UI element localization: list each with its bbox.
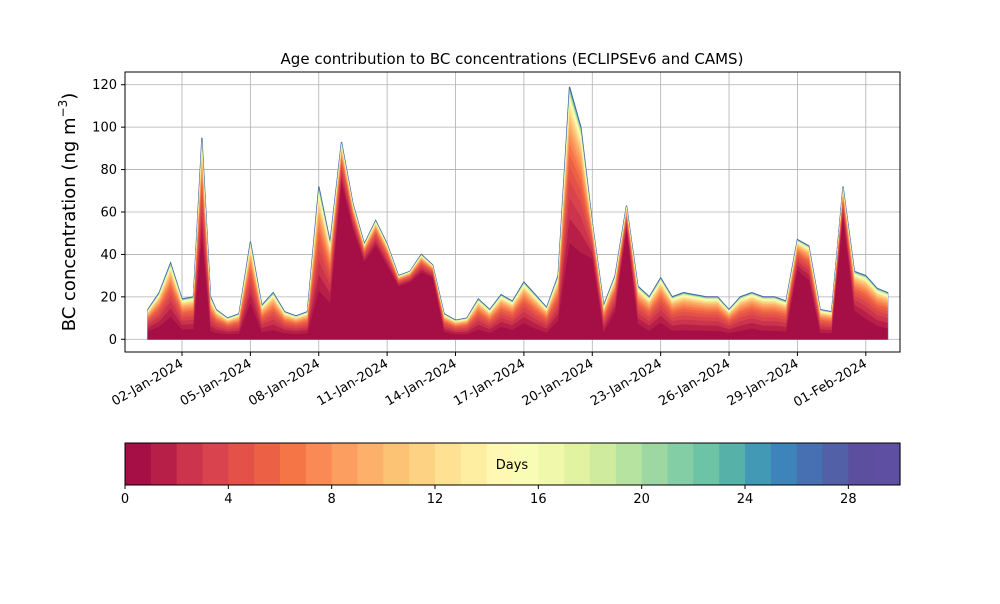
colorbar-tick-label: 28: [840, 492, 857, 507]
x-tick-label: 20-Jan-2024: [520, 356, 597, 409]
colorbar-segment: [693, 443, 719, 485]
colorbar-segment: [874, 443, 900, 485]
y-axis-label: BC concentration (ng m−3): [56, 93, 80, 332]
y-axis: 0 20 40 60 80 100 120: [92, 78, 125, 348]
colorbar-segment: [797, 443, 823, 485]
x-tick-label: 11-Jan-2024: [315, 356, 392, 409]
x-tick-label: 02-Jan-2024: [109, 356, 186, 409]
y-tick-label: 20: [100, 290, 117, 305]
colorbar-segment: [151, 443, 177, 485]
colorbar-segment: [280, 443, 306, 485]
y-tick-label: 100: [92, 121, 117, 136]
colorbar-segment: [254, 443, 280, 485]
colorbar-tick-label: 16: [530, 492, 547, 507]
colorbar-segment: [771, 443, 797, 485]
x-tick-label: 01-Feb-2024: [791, 356, 870, 410]
colorbar-tick-label: 24: [737, 492, 754, 507]
colorbar-segment: [435, 443, 461, 485]
colorbar-segment: [383, 443, 409, 485]
y-tick-label: 0: [109, 333, 117, 348]
y-axis-label-close: ): [59, 93, 80, 100]
colorbar: 0 4 8 12 16 20 24 28: [121, 443, 901, 507]
colorbar-tick-label: 8: [328, 492, 336, 507]
x-tick-label: 17-Jan-2024: [451, 356, 528, 409]
colorbar-segment: [306, 443, 332, 485]
colorbar-segment: [668, 443, 694, 485]
colorbar-tick-label: 12: [427, 492, 444, 507]
y-axis-label-superscript: −3: [56, 100, 70, 118]
colorbar-segment: [745, 443, 771, 485]
x-tick-label: 23-Jan-2024: [588, 356, 665, 409]
colorbar-segment: [848, 443, 874, 485]
colorbar-segment: [409, 443, 435, 485]
colorbar-segment: [332, 443, 358, 485]
y-tick-label: 120: [92, 78, 117, 93]
colorbar-segment: [564, 443, 590, 485]
x-tick-label: 08-Jan-2024: [246, 356, 323, 409]
colorbar-tick-label: 20: [633, 492, 650, 507]
y-tick-label: 80: [100, 163, 117, 178]
x-tick-label: 05-Jan-2024: [178, 356, 255, 409]
stacked-area-plot: [148, 87, 888, 339]
y-axis-label-text: BC concentration (ng m: [59, 117, 80, 331]
colorbar-segment: [642, 443, 668, 485]
y-tick-label: 60: [100, 206, 117, 221]
colorbar-label: Days: [496, 458, 529, 473]
colorbar-segment: [177, 443, 203, 485]
colorbar-segment: [228, 443, 254, 485]
colorbar-segment: [125, 443, 151, 485]
colorbar-segment: [590, 443, 616, 485]
colorbar-segment: [719, 443, 745, 485]
colorbar-tick-label: 0: [121, 492, 129, 507]
colorbar-segment: [616, 443, 642, 485]
chart-title: Age contribution to BC concentrations (E…: [281, 50, 744, 68]
colorbar-segment: [203, 443, 229, 485]
y-tick-label: 40: [100, 248, 117, 263]
colorbar-segment: [538, 443, 564, 485]
colorbar-segment: [823, 443, 849, 485]
x-tick-label: 14-Jan-2024: [383, 356, 460, 409]
x-axis: 02-Jan-202405-Jan-202408-Jan-202411-Jan-…: [109, 352, 869, 410]
colorbar-segment: [461, 443, 487, 485]
x-tick-label: 26-Jan-2024: [656, 356, 733, 409]
colorbar-segment: [358, 443, 384, 485]
x-tick-label: 29-Jan-2024: [725, 356, 802, 409]
colorbar-tick-label: 4: [224, 492, 232, 507]
